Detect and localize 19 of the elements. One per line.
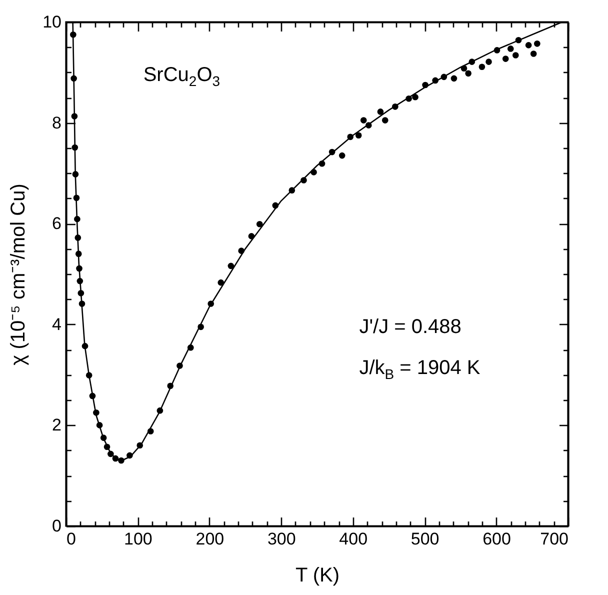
annotation: J'/J = 0.488 xyxy=(359,316,462,340)
x-tick-label: 0 xyxy=(66,530,76,548)
x-tick-label: 300 xyxy=(267,530,296,548)
y-tick-label: 8 xyxy=(52,113,62,132)
x-tick-label: 600 xyxy=(482,530,511,548)
annotation: J/k$_{B}$ = 1904 K xyxy=(359,356,480,382)
y-tick-label: 0 xyxy=(52,516,62,536)
x-tick-label: 100 xyxy=(124,530,152,548)
y-tick-label: 10 xyxy=(42,12,62,32)
x-tick-label: 500 xyxy=(410,530,440,548)
x-axis-title: T (K) xyxy=(295,564,340,586)
annotation: SrCu$_{2}$O$_{3}$ xyxy=(143,64,220,90)
x-tick-label: 700 xyxy=(540,530,568,548)
x-tick-label: 400 xyxy=(339,530,368,548)
y-tick-label: 4 xyxy=(52,314,62,334)
y-tick-label: 6 xyxy=(52,214,62,234)
y-axis-title: χ (10⁻⁵ cm⁻³/mol Cu) xyxy=(8,184,30,366)
x-tick-label: 200 xyxy=(196,530,224,548)
y-tick-label: 2 xyxy=(52,416,62,435)
